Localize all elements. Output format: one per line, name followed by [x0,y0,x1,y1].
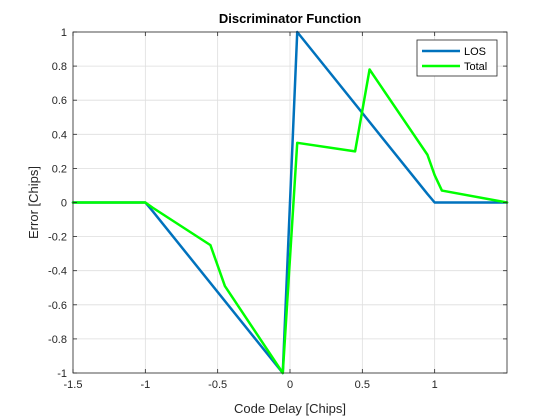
y-tick-label: 0.2 [52,163,67,175]
chart-title: Discriminator Function [219,11,361,26]
y-tick-label: -0.6 [48,300,67,312]
tick-labels: -1.5 -1 -0.5 0 0.5 1-1-0.8-0.6-0.4-0.200.20.4… [48,27,438,391]
y-tick-label: -0.2 [48,232,67,244]
y-tick-label: 1 [61,27,67,39]
y-axis-label: Error [Chips] [26,166,41,239]
legend-box [416,39,498,77]
y-tick-label: 0.8 [52,61,67,73]
series-line-total [71,68,509,375]
x-tick-label: 0 [287,379,293,391]
series-layer [71,30,509,375]
x-tick-label: 0.5 [355,379,370,391]
x-tick-label: -1.5 [64,379,83,391]
x-axis-label: Code Delay [Chips] [234,401,346,416]
legend: LOS Total [416,39,498,77]
x-tick-label: -0.5 [208,379,227,391]
y-tick-label: 0.6 [52,95,67,107]
y-tick-label: 0.4 [52,129,67,141]
x-tick-label: -1 [140,379,150,391]
x-tick-label: 1 [432,379,438,391]
y-tick-label: -0.4 [48,266,67,278]
y-tick-label: -0.8 [48,334,67,346]
y-tick-label: -1 [57,368,67,380]
legend-label-total: Total [464,61,487,73]
legend-label-los: LOS [464,46,486,58]
y-tick-label: 0 [61,198,67,210]
ticks [72,31,507,374]
